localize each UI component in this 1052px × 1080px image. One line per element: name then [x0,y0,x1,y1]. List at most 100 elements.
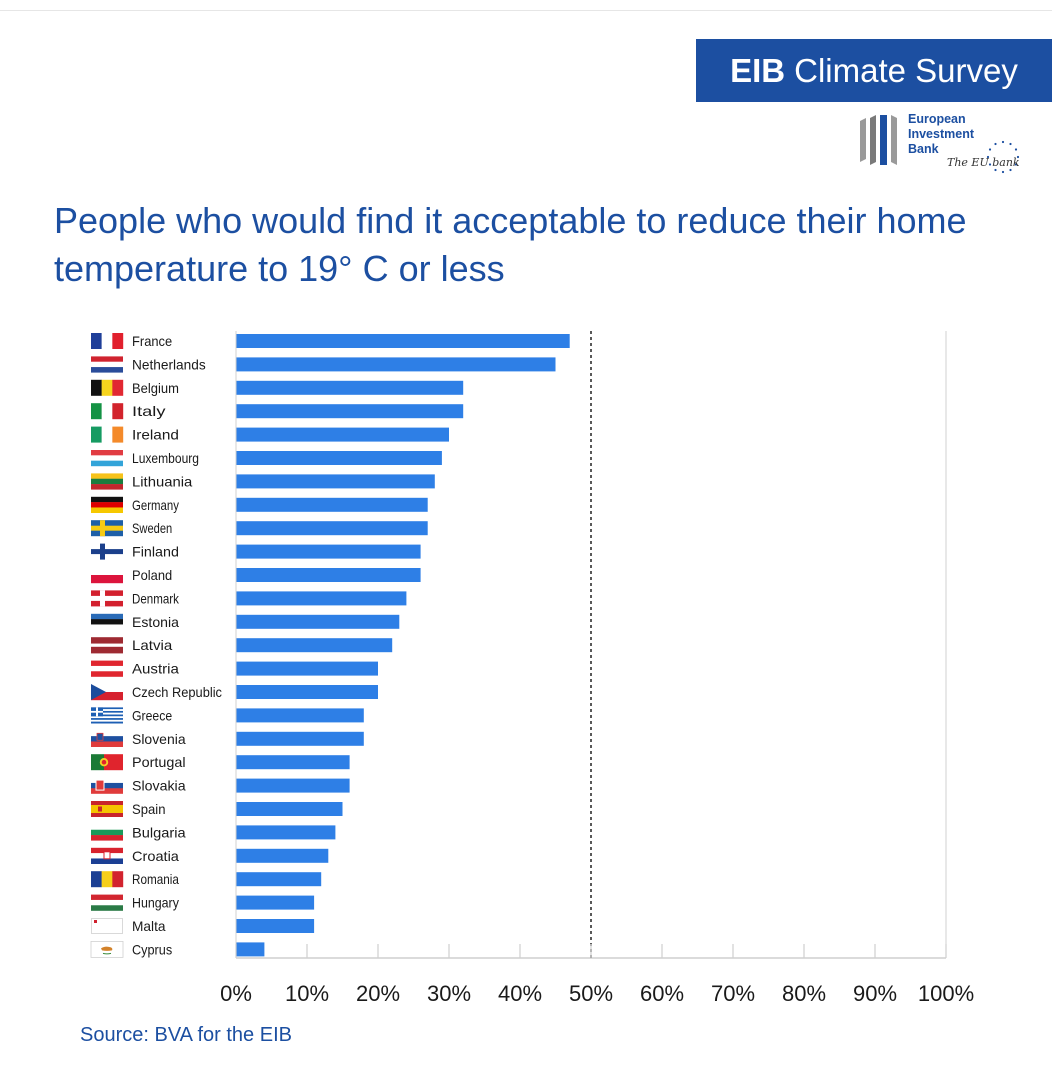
source-note: Source: BVA for the EIB [80,1024,292,1046]
eib-bars-icon [860,115,897,165]
x-tick-label: 20% [356,981,400,1006]
x-tick-label: 50% [569,981,613,1006]
country-label: Latvia [132,637,172,653]
estonia-flag-icon [91,613,123,630]
bar [236,872,322,887]
croatia-flag-icon [91,847,123,864]
country-label: Malta [132,918,166,934]
country-label: Lithuania [132,473,193,489]
bar [236,427,449,442]
bar [236,919,315,933]
x-tick-label: 100% [918,981,974,1006]
x-tick-label: 90% [853,981,897,1006]
bar [236,380,464,395]
bar [236,568,421,582]
bar [236,357,556,372]
bar [236,778,350,793]
country-label: Hungary [132,895,179,911]
bar [236,661,378,676]
country-label: Portugal [132,754,186,770]
czech-republic-flag-icon [91,684,123,701]
bar [236,731,364,746]
country-label: Croatia [132,848,179,864]
x-tick-label: 40% [498,981,542,1006]
country-label: Cyprus [132,941,172,957]
country-label: Spain [132,801,166,817]
survey-name: Climate Survey [794,51,1018,89]
bar [236,451,442,465]
bar [236,544,421,559]
x-tick-label: 80% [782,981,826,1006]
lithuania-flag-icon [91,473,123,490]
slovenia-flag-icon [91,730,123,747]
country-label: Italy [132,403,166,419]
bar [236,848,329,863]
country-label: Czech Republic [132,684,222,700]
top-divider [0,10,1052,11]
bar [236,404,464,419]
hungary-flag-icon [91,894,123,911]
germany-flag-icon [91,496,123,513]
bar [236,474,435,489]
spain-flag-icon [91,801,123,817]
country-label: Finland [132,544,179,560]
bar [236,521,428,536]
bar [236,825,336,840]
x-tick-label: 30% [427,981,471,1006]
survey-brand: EIB [730,51,786,89]
luxembourg-flag-icon [91,450,123,467]
country-label: Greece [132,707,172,723]
bar [236,708,364,723]
austria-flag-icon [91,660,123,677]
bar [236,685,378,699]
country-label: Belgium [132,380,179,396]
bar [236,895,315,910]
poland-flag-icon [91,567,123,584]
chart-title: People who would find it acceptable to r… [54,200,967,289]
italy-flag-icon [91,403,124,420]
slovakia-flag-icon [91,777,123,794]
country-label: Denmark [132,590,180,606]
bar [236,942,265,957]
country-label: Slovakia [132,778,186,794]
france-flag-icon [91,333,124,349]
country-label: France [132,333,172,349]
bar [236,802,343,816]
eib-name: European Investment Bank [908,112,974,156]
netherlands-flag-icon [91,356,123,373]
bulgaria-flag-icon [91,824,123,841]
x-tick-label: 0% [220,981,252,1006]
country-label: Poland [132,567,172,583]
belgium-flag-icon [91,379,124,396]
bar [236,614,400,629]
bar [236,334,570,348]
country-label: Germany [132,497,179,513]
romania-flag-icon [91,871,124,888]
denmark-flag-icon [91,590,123,607]
bar-chart: France Netherlands Belgium Italy Ireland Luxe… [90,331,974,1006]
greece-flag-icon [91,707,123,724]
finland-flag-icon [91,543,123,560]
x-tick-label: 10% [285,981,329,1006]
country-label: Slovenia [132,731,186,747]
sweden-flag-icon [91,520,123,537]
country-label: Sweden [132,520,172,536]
bar [236,591,407,606]
malta-flag-icon [91,918,123,934]
latvia-flag-icon [91,637,123,654]
country-label: Luxembourg [132,450,199,466]
country-label: Netherlands [132,356,206,372]
eib-tagline: The EU bank [947,156,1020,169]
x-tick-label: 60% [640,981,684,1006]
cyprus-flag-icon [90,941,124,958]
country-label: Austria [132,661,179,677]
portugal-flag-icon [91,754,123,771]
bar [236,497,428,512]
bar [236,638,393,653]
country-label: Ireland [132,427,179,443]
x-tick-label: 70% [711,981,755,1006]
country-label: Bulgaria [132,824,186,840]
ireland-flag-icon [91,426,124,443]
eu-stars-icon [986,140,1020,174]
bar [236,755,350,770]
